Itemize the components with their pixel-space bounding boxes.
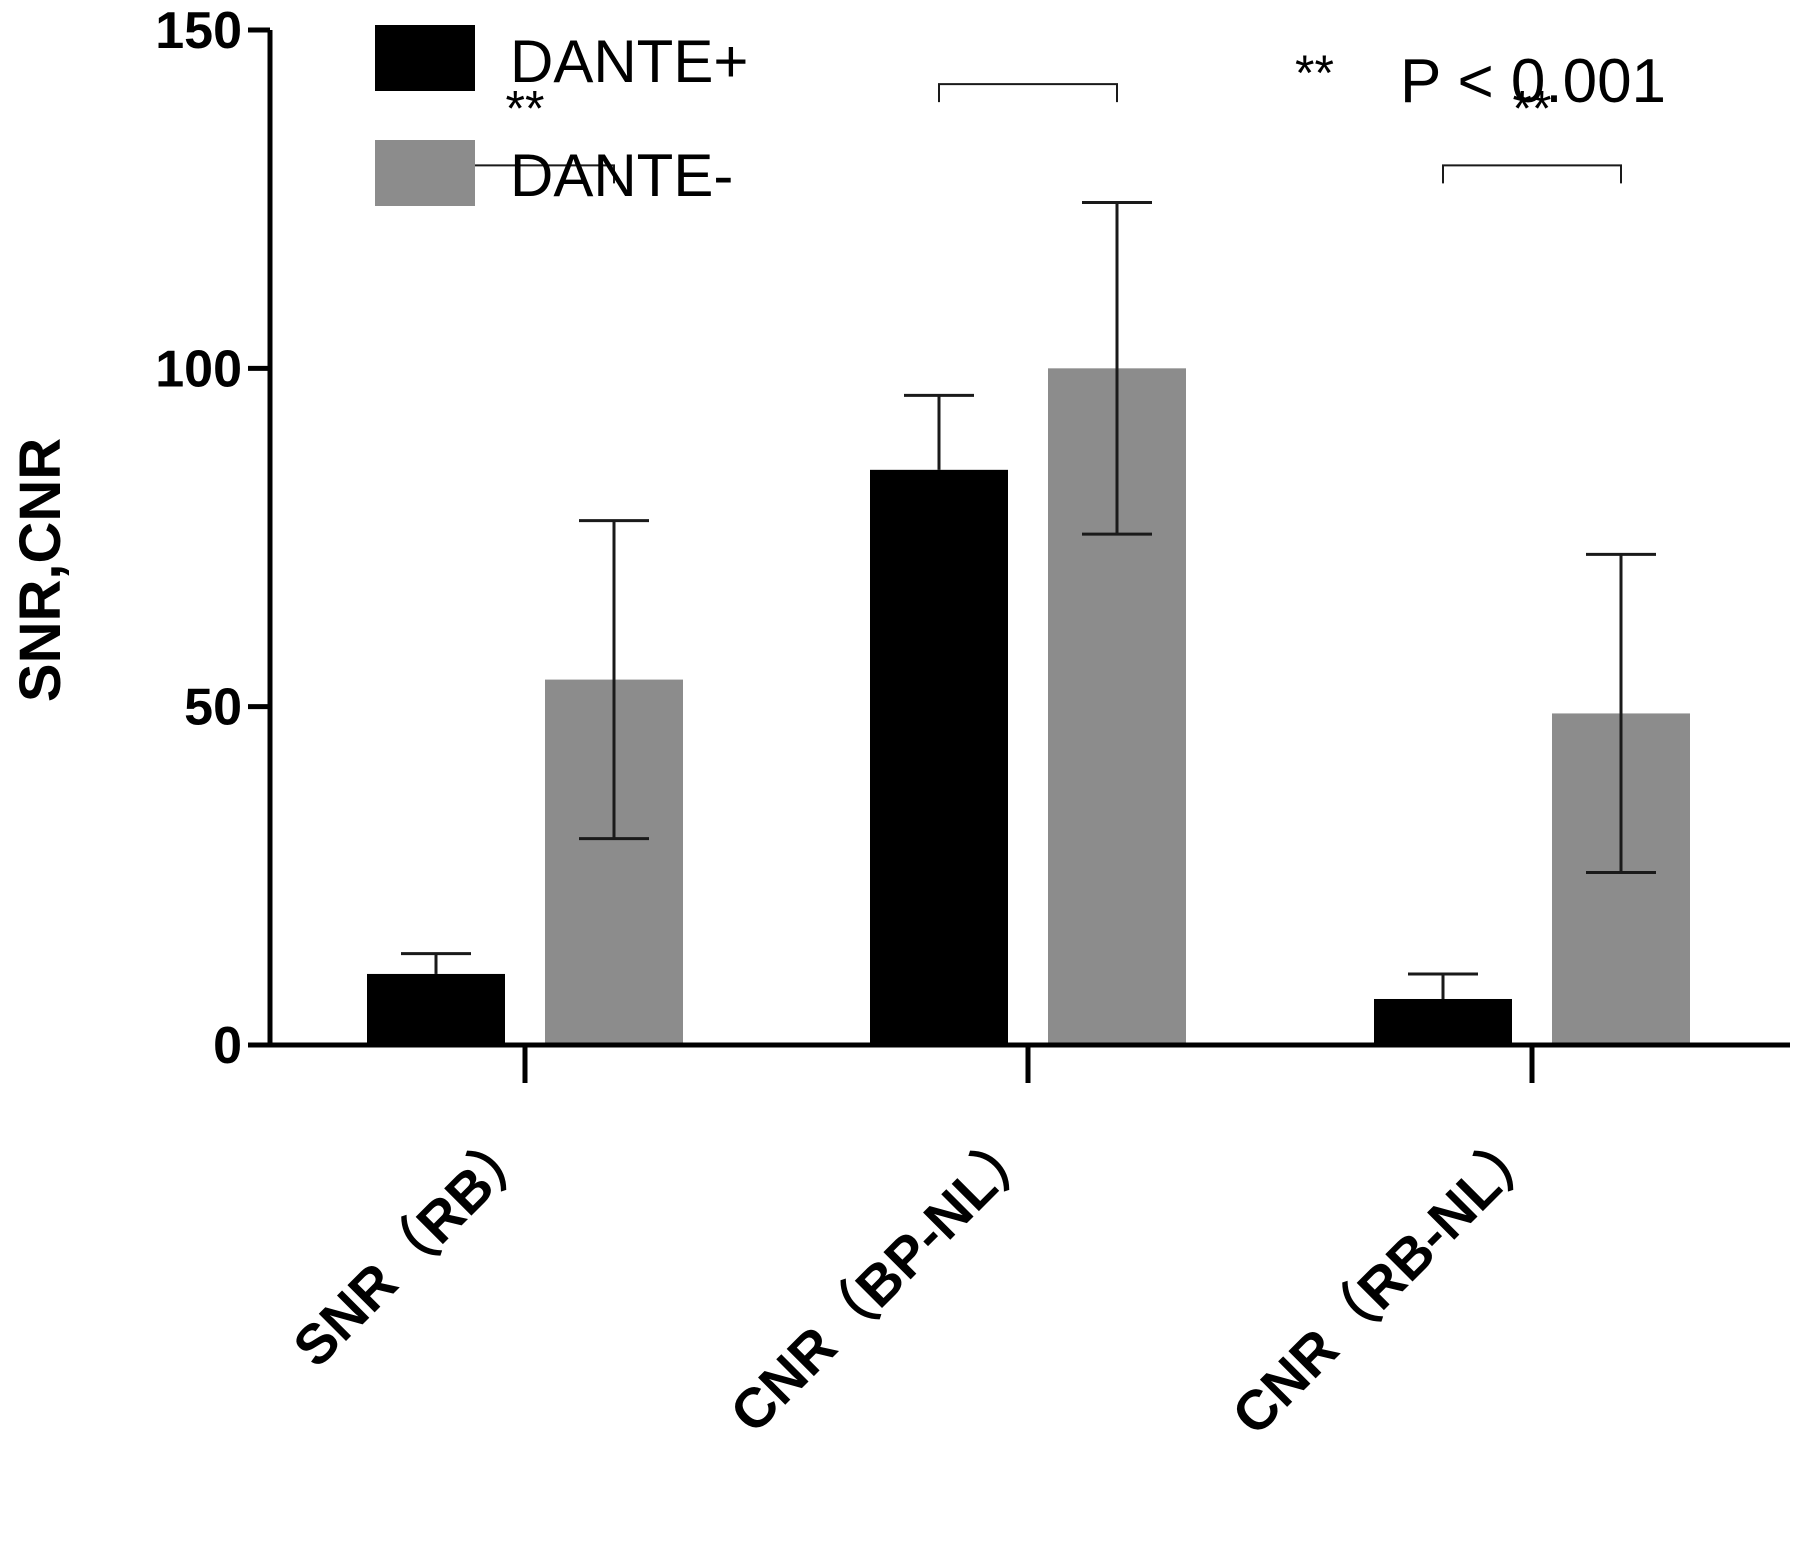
x-ticks: SNR（RB） CNR（BP-NL） CNR（RB-NL） [281, 1045, 1553, 1447]
significance-bracket-cnr-bp-nl [938, 83, 1118, 103]
y-ticks: 0 50 100 150 [155, 2, 270, 1075]
y-tick-label-150: 150 [155, 2, 242, 60]
bar-dante-plus-snr-rb [367, 973, 505, 1045]
legend-label-dante-plus: DANTE+ [510, 28, 748, 95]
bar-dante-plus-cnr-rb-nl [1374, 998, 1512, 1045]
p-value-annotation: P < 0.001 [1400, 47, 1666, 116]
error-bar-dante-minus-cnr-bp-nl [1082, 201, 1152, 536]
x-tick-label-snr-rb: SNR（RB） [281, 1114, 546, 1379]
significance-layer: ** ** [435, 80, 1622, 184]
significance-label-snr-rb: ** [506, 80, 545, 136]
legend-label-dante-minus: DANTE- [510, 142, 733, 209]
y-axis-title: SNR,CNR [8, 438, 73, 702]
error-bar-dante-plus-cnr-bp-nl [904, 393, 974, 470]
p-value-stars: ** [1295, 45, 1334, 101]
x-tick-label-cnr-bp-nl: CNR（BP-NL） [718, 1114, 1049, 1445]
x-tick-label-cnr-rb-nl: CNR（RB-NL） [1220, 1114, 1553, 1447]
legend: DANTE+ DANTE- [375, 25, 748, 209]
significance-label-cnr-rb-nl: ** [1513, 80, 1552, 136]
y-tick-label-50: 50 [184, 679, 242, 737]
error-bars-layer [401, 201, 1656, 999]
y-tick-label-0: 0 [213, 1017, 242, 1075]
y-tick-label-100: 100 [155, 340, 242, 398]
bars-layer [367, 368, 1690, 1045]
legend-swatch-dante-minus [375, 140, 475, 206]
error-bar-dante-minus-cnr-rb-nl [1586, 552, 1656, 874]
legend-swatch-dante-plus [375, 25, 475, 91]
error-bar-dante-plus-cnr-rb-nl [1408, 972, 1478, 999]
significance-bracket-cnr-rb-nl: ** [1442, 80, 1622, 184]
error-bar-dante-plus-snr-rb [401, 952, 471, 974]
bar-dante-plus-cnr-bp-nl [870, 469, 1008, 1045]
error-bar-dante-minus-snr-rb [579, 519, 649, 841]
